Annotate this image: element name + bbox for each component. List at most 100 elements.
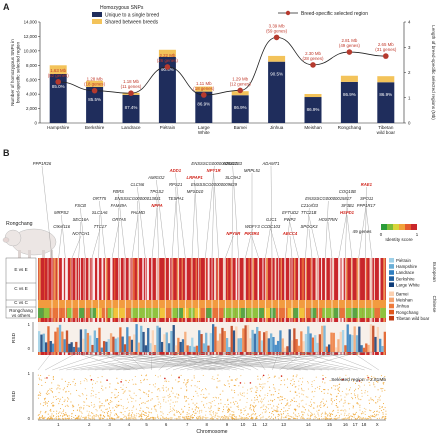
manhattan-point	[283, 417, 285, 419]
heatmap-row-rongchang	[281, 308, 288, 318]
rsd-top-bar	[246, 325, 250, 352]
manhattan-point	[119, 411, 121, 413]
manhattan-point	[313, 402, 315, 404]
manhattan-point	[299, 417, 302, 419]
gene-label: HSPD1	[340, 210, 355, 215]
manhattan-point	[338, 386, 341, 388]
bar-unique	[122, 94, 140, 123]
manhattan-point	[234, 392, 236, 394]
manhattan-point	[120, 418, 122, 420]
chromosome-label: 4	[128, 422, 131, 427]
gene-connector	[271, 351, 358, 371]
y2-tick-label: 4	[408, 20, 411, 25]
manhattan-point	[385, 418, 387, 420]
rsd-top-bar	[77, 347, 80, 352]
manhattan-point	[345, 418, 347, 420]
manhattan-point	[381, 417, 383, 419]
manhattan-point	[354, 417, 356, 420]
gene-leader-line	[99, 200, 106, 259]
manhattan-point	[307, 396, 309, 398]
manhattan-point	[84, 417, 86, 419]
manhattan-point	[193, 377, 195, 379]
manhattan-point	[51, 413, 53, 415]
manhattan-point	[170, 416, 172, 418]
manhattan-point	[325, 377, 327, 379]
manhattan-point	[367, 417, 369, 419]
rsd-top-bar	[274, 344, 277, 352]
pig-snout	[2, 237, 10, 243]
manhattan-point	[83, 416, 85, 418]
manhattan-point	[66, 386, 68, 388]
gene-connector	[165, 351, 206, 371]
selected-region-dot	[128, 90, 134, 97]
heatmap-row-rongchang	[154, 308, 160, 318]
gene-connector	[180, 351, 259, 371]
manhattan-point	[205, 397, 207, 399]
rsd-top-bar	[121, 336, 124, 352]
gene-column-marker	[158, 258, 160, 355]
manhattan-point	[88, 417, 90, 420]
manhattan-point	[82, 417, 84, 419]
manhattan-point	[42, 418, 44, 420]
manhattan-point	[109, 386, 111, 388]
manhattan-point	[266, 395, 268, 397]
rsd-top-bar	[228, 347, 231, 352]
manhattan-point	[263, 409, 265, 411]
selected-region-dot	[91, 87, 98, 94]
manhattan-point	[313, 396, 315, 398]
bar-unique	[340, 81, 358, 123]
breed-legend-swatch	[389, 258, 394, 263]
manhattan-point	[155, 409, 157, 411]
manhattan-point	[49, 415, 51, 417]
manhattan-point	[116, 415, 118, 417]
manhattan-point	[257, 396, 259, 398]
manhattan-point	[255, 386, 257, 388]
manhattan-point	[162, 387, 164, 389]
manhattan-point	[185, 396, 187, 398]
manhattan-point	[149, 384, 151, 386]
manhattan-point	[43, 417, 45, 419]
manhattan-point	[286, 403, 288, 405]
manhattan-point	[346, 394, 348, 396]
breed-legend-swatch	[389, 282, 394, 287]
manhattan-point	[45, 392, 47, 394]
rsd-top-bar	[374, 336, 377, 352]
manhattan-point	[311, 384, 313, 386]
manhattan-point	[351, 416, 354, 418]
manhattan-point	[268, 415, 270, 417]
manhattan-point	[321, 390, 323, 393]
manhattan-point	[382, 382, 384, 384]
manhattan-point	[68, 417, 71, 419]
manhattan-point	[230, 417, 232, 419]
manhattan-point	[219, 393, 221, 395]
selected-region-label-line: (18 genes)	[193, 86, 215, 91]
gene-connector	[73, 351, 186, 371]
rsd-top-bar	[276, 340, 280, 352]
manhattan-point	[183, 418, 185, 420]
gene-leader-line	[213, 172, 219, 259]
manhattan-point	[150, 399, 152, 401]
manhattan-point	[125, 407, 127, 409]
manhattan-point	[135, 400, 137, 402]
manhattan-point	[293, 412, 295, 414]
manhattan-point	[220, 418, 222, 420]
heatmap-row-rongchang	[136, 308, 143, 318]
manhattan-point	[77, 417, 79, 419]
chromosome-label: 5	[145, 422, 148, 427]
manhattan-point	[337, 406, 339, 408]
manhattan-point	[186, 379, 188, 381]
manhattan-point	[250, 418, 252, 420]
gene-column-marker	[244, 258, 246, 355]
gene-leader-line	[308, 214, 319, 259]
manhattan-point	[63, 413, 65, 415]
manhattan-point	[119, 404, 121, 406]
manhattan-point	[298, 396, 301, 398]
manhattan-point	[106, 411, 108, 413]
rsd-top-bar	[200, 334, 203, 352]
manhattan-point	[379, 405, 381, 407]
manhattan-point	[349, 387, 352, 389]
manhattan-point	[183, 382, 185, 384]
manhattan-point	[232, 401, 234, 403]
manhattan-point	[85, 418, 87, 420]
selected-region-point	[239, 382, 242, 384]
